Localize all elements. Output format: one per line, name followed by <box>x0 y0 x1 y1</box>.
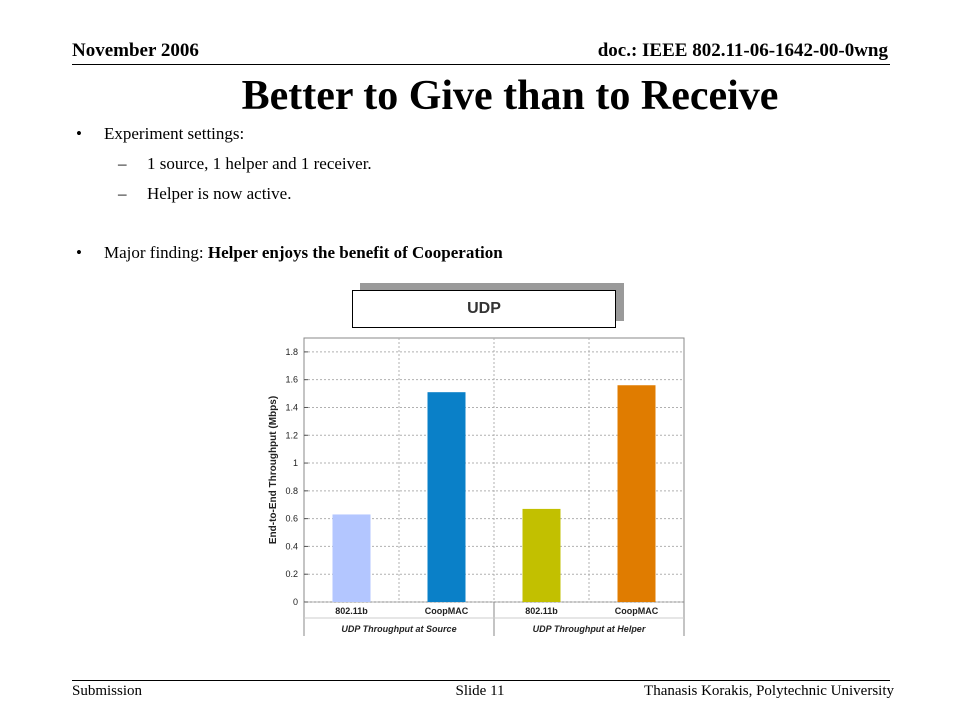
throughput-chart: 0 0.2 0.4 0.6 0.8 1 1.2 1.4 1.6 1.8 802.11b CoopMAC… <box>260 330 700 660</box>
group-label: UDP Throughput at Helper <box>533 624 646 634</box>
y-tick-label: 1.6 <box>285 375 298 385</box>
sub-bullet-nodes: 1 source, 1 helper and 1 receiver. <box>147 154 372 173</box>
bullet-finding: Major finding: Helper enjoys the benefit… <box>104 243 503 263</box>
chart-svg: 0 0.2 0.4 0.6 0.8 1 1.2 1.4 1.6 1.8 802.11b CoopMAC… <box>268 337 685 636</box>
bar-0 <box>332 514 371 602</box>
y-tick-label: 1 <box>293 458 298 468</box>
udp-callout: UDP <box>352 290 616 328</box>
y-tick-label: 1.8 <box>285 347 298 357</box>
bar-1 <box>427 392 466 602</box>
footer-submission: Submission <box>72 683 143 699</box>
y-tick-label: 1.4 <box>285 402 298 412</box>
footer-rule <box>72 680 890 681</box>
dash-marker: – <box>118 154 127 173</box>
y-tick-label: 0.4 <box>285 541 298 551</box>
bar-3 <box>617 385 656 602</box>
sub-bullet-helper: Helper is now active. <box>147 184 292 203</box>
header-rule <box>72 64 890 65</box>
footer-slide-number: Slide 11 <box>455 683 505 699</box>
y-tick-label: 1.2 <box>285 430 298 440</box>
y-tick-label: 0 <box>293 597 298 607</box>
bullet-settings: Experiment settings: <box>104 124 245 143</box>
group-label: UDP Throughput at Source <box>341 624 456 634</box>
x-tick-label: 802.11b <box>525 606 558 616</box>
bullet-marker: • <box>76 124 82 143</box>
y-tick-label: 0.2 <box>285 569 298 579</box>
slide-title: Better to Give than to Receive <box>241 73 779 119</box>
x-tick-label: 802.11b <box>335 606 368 616</box>
finding-label: Major finding: <box>104 243 208 262</box>
header-date: November 2006 <box>72 40 199 61</box>
bullet-marker: • <box>76 243 82 262</box>
bar-2 <box>522 508 561 602</box>
header-doc-id: doc.: IEEE 802.11-06-1642-00-0wng <box>597 40 888 61</box>
y-tick-label: 0.6 <box>285 514 298 524</box>
y-axis-label: End-to-End Throughput (Mbps) <box>268 396 279 544</box>
dash-marker: – <box>118 184 127 203</box>
footer-author: Thanasis Korakis, Polytechnic University <box>644 683 894 699</box>
finding-bold: Helper enjoys the benefit of Cooperation <box>207 243 503 262</box>
x-tick-label: CoopMAC <box>425 606 469 616</box>
y-tick-label: 0.8 <box>285 486 298 496</box>
x-tick-label: CoopMAC <box>615 606 659 616</box>
